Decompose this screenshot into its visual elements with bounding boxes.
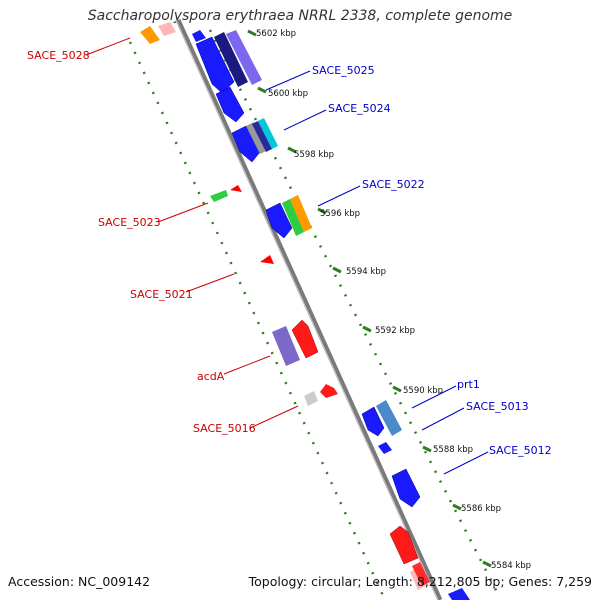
leader-sace-5022	[317, 185, 361, 207]
ruler-label-5596: 5596 kbp	[320, 209, 360, 219]
gene-arrow-forward[interactable]	[290, 195, 312, 232]
gene-arrow-forward[interactable]	[282, 199, 304, 236]
leader-acda	[223, 355, 271, 375]
gene-arrow-forward[interactable]	[448, 588, 470, 600]
gene-arrow-reverse[interactable]	[230, 185, 242, 192]
gene-label-sace-5025[interactable]: SACE_5025	[312, 64, 375, 77]
ruler-label-5590: 5590 kbp	[403, 386, 443, 396]
gene-label-prt1[interactable]: prt1	[457, 378, 480, 391]
gene-arrow-forward[interactable]	[226, 30, 262, 85]
ruler-label-5588: 5588 kbp	[433, 445, 473, 455]
gene-label-sace-5023[interactable]: SACE_5023	[98, 216, 161, 229]
ruler-label-5584: 5584 kbp	[491, 561, 531, 571]
leader-sace-5023	[157, 202, 209, 223]
gene-arrow-reverse[interactable]	[291, 319, 319, 359]
leader-sace-5021	[185, 273, 235, 293]
gene-label-sace-5013[interactable]: SACE_5013	[466, 400, 529, 413]
gene-arrow-forward[interactable]	[195, 36, 235, 94]
ruler-label-5586: 5586 kbp	[461, 504, 501, 514]
gene-arrow-reverse[interactable]	[140, 26, 160, 44]
leader-sace-5025	[265, 70, 311, 91]
leader-sace-5024	[283, 109, 327, 131]
ruler-label-5594: 5594 kbp	[346, 267, 386, 277]
gene-arrow-forward[interactable]	[258, 118, 278, 149]
topology-text: Topology: circular; Length: 8,212,805 bp…	[248, 574, 592, 589]
leader-sace-5016	[249, 405, 299, 429]
gene-label-acda[interactable]: acdA	[197, 370, 225, 383]
gene-arrow-reverse[interactable]	[304, 391, 318, 406]
leader-sace-5012	[443, 451, 489, 475]
gene-arrow-forward[interactable]	[231, 125, 261, 163]
leader-sace-5013	[421, 407, 465, 431]
gene-arrow-forward[interactable]	[214, 32, 248, 87]
genome-backbone	[175, 18, 443, 600]
gene-arrow-forward[interactable]	[361, 406, 385, 437]
ruler-tick-marks	[247, 29, 492, 568]
genome-title: Saccharopolyspora erythraea NRRL 2338, c…	[87, 8, 513, 24]
gene-label-sace-5022[interactable]: SACE_5022	[362, 178, 425, 191]
gene-label-sace-5021[interactable]: SACE_5021	[130, 288, 193, 301]
ruler-label-5592: 5592 kbp	[375, 326, 415, 336]
gene-arrow-reverse[interactable]	[389, 525, 419, 565]
gene-arrow-reverse[interactable]	[260, 255, 274, 264]
gene-label-sace-5016[interactable]: SACE_5016	[193, 422, 256, 435]
gene-arrow-reverse[interactable]	[158, 22, 176, 36]
gene-arrow-forward[interactable]	[246, 122, 268, 154]
gene-arrow-reverse[interactable]	[412, 562, 430, 586]
ruler-label-5598: 5598 kbp	[294, 150, 334, 160]
accession-text: Accession: NC_009142	[8, 574, 151, 589]
gene-label-sace-5028[interactable]: SACE_5028	[27, 49, 90, 62]
gene-arrow-forward[interactable]	[376, 400, 402, 436]
gene-label-sace-5012[interactable]: SACE_5012	[489, 444, 552, 457]
ruler-label-5600: 5600 kbp	[268, 89, 308, 99]
gene-arrow-forward[interactable]	[265, 202, 293, 239]
gene-arrow-forward[interactable]	[215, 86, 245, 123]
gene-arrow-forward[interactable]	[391, 468, 421, 508]
ruler-label-5602: 5602 kbp	[256, 29, 296, 39]
gene-label-sace-5024[interactable]: SACE_5024	[328, 102, 391, 115]
gene-arrow-reverse[interactable]	[320, 384, 338, 398]
gene-arrow-forward[interactable]	[378, 442, 392, 454]
gene-arrow-reverse[interactable]	[210, 190, 228, 202]
gene-arrow-forward[interactable]	[252, 121, 272, 152]
leader-sace-5028	[85, 37, 131, 56]
leader-prt1	[411, 385, 457, 409]
gene-arrow-forward[interactable]	[192, 30, 206, 42]
gene-arrow-reverse[interactable]	[272, 326, 300, 366]
